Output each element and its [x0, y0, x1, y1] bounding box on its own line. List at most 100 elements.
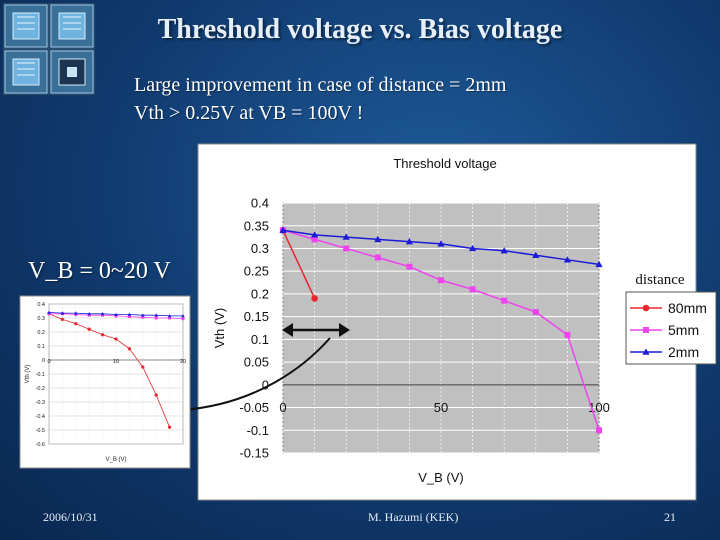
range-double-arrow-icon	[282, 323, 350, 337]
data-point	[154, 393, 158, 397]
y-tick-label: -0.1	[247, 423, 269, 438]
data-point	[438, 277, 444, 284]
data-point	[167, 425, 172, 429]
data-point	[154, 316, 158, 320]
y-tick-label: 0	[262, 377, 269, 392]
footer-author: M. Hazumi (KEK)	[368, 510, 459, 524]
x-tick-label: 0	[47, 359, 50, 365]
series-line-series-1	[49, 313, 184, 320]
data-point	[374, 235, 382, 243]
y-tick-label: 0.1	[251, 332, 269, 347]
legend-label-2mm: 2mm	[668, 344, 699, 360]
legend-marker-5mm	[643, 327, 649, 333]
data-point	[60, 317, 65, 322]
series-line-series-0	[48, 313, 170, 428]
y-tick-label: 0	[42, 358, 45, 364]
data-point	[405, 238, 413, 245]
y-tick-label: 0.15	[244, 309, 269, 324]
footer-date: 2006/10/31	[43, 510, 98, 524]
y-tick-label: 0.1	[37, 344, 45, 350]
data-point	[74, 321, 78, 326]
y-tick-label: -0.3	[36, 400, 45, 406]
series-line-series-2	[48, 312, 183, 317]
data-point	[60, 312, 64, 316]
data-point	[181, 314, 185, 318]
chip-logo-icon	[3, 3, 95, 95]
y-tick-label: -0.05	[239, 400, 269, 415]
data-point	[469, 286, 476, 293]
y-tick-label: -0.2	[36, 386, 45, 392]
data-point	[437, 240, 445, 247]
data-point	[279, 226, 287, 233]
y-tick-label: 0.2	[37, 330, 45, 336]
x-tick-label: 20	[180, 359, 186, 365]
data-point	[87, 312, 91, 316]
data-point	[141, 365, 145, 369]
legend-marker-2mm	[642, 348, 650, 355]
data-point	[100, 312, 105, 316]
main-y-axis-label: Vth (V)	[212, 308, 227, 348]
data-point	[127, 347, 132, 351]
zoom-pointer-arrow-icon	[173, 337, 331, 417]
data-point	[47, 310, 51, 314]
main-plot-area	[282, 202, 600, 454]
y-tick-label: 0.4	[251, 196, 269, 211]
y-tick-label: 0.35	[244, 218, 269, 233]
data-point	[280, 227, 286, 234]
y-tick-label: -0.5	[36, 428, 45, 434]
inset-y-axis-label: Vth (V)	[25, 365, 31, 384]
data-point	[127, 312, 132, 316]
data-point	[596, 427, 602, 434]
data-point	[87, 313, 91, 317]
y-tick-label: 0.4	[37, 302, 45, 308]
data-point	[343, 245, 350, 252]
data-point	[141, 315, 145, 319]
y-tick-label: 0.3	[37, 316, 45, 322]
bias-range-label: V_B = 0~20 V	[28, 258, 171, 284]
y-tick-label: -0.15	[239, 446, 269, 461]
legend-label-5mm: 5mm	[668, 322, 699, 338]
main-chart-background	[197, 143, 697, 501]
data-point	[87, 327, 91, 331]
subtitle-line-1: Large improvement in case of distance = …	[134, 74, 507, 96]
x-tick-label: 10	[113, 359, 119, 365]
y-tick-label: -0.4	[36, 414, 45, 420]
data-point	[406, 263, 413, 270]
data-point	[114, 314, 118, 318]
data-point	[532, 309, 539, 316]
y-tick-label: 0.05	[244, 355, 269, 370]
data-point	[60, 311, 65, 315]
y-tick-label: -0.1	[36, 372, 45, 378]
data-point	[100, 333, 105, 337]
data-point	[500, 247, 508, 254]
y-tick-label: 0.25	[244, 264, 269, 279]
series-line-2mm	[282, 229, 600, 266]
data-point	[74, 311, 78, 315]
data-point	[154, 313, 158, 317]
data-point	[311, 295, 318, 302]
data-point	[532, 251, 540, 258]
data-point	[342, 233, 350, 240]
data-point	[168, 316, 172, 320]
y-tick-label: 0.2	[251, 286, 269, 301]
data-point	[74, 313, 78, 316]
data-point	[311, 231, 319, 238]
subtitle-line-2: Vth > 0.25V at VB = 100V !	[134, 102, 364, 124]
data-point	[167, 314, 172, 318]
data-point	[374, 254, 381, 261]
data-point	[114, 312, 118, 316]
data-point	[595, 260, 603, 268]
data-point	[141, 313, 145, 317]
series-line-80mm	[282, 229, 316, 299]
inset-chart-background	[19, 295, 191, 469]
data-point	[311, 236, 318, 243]
inset-x-axis-label: V_B (V)	[105, 457, 126, 463]
y-tick-label: 0.3	[251, 241, 269, 256]
main-legend-box	[625, 291, 717, 365]
data-point	[47, 312, 51, 316]
slide-title: Threshold voltage vs. Bias voltage	[157, 14, 563, 45]
data-point	[501, 297, 508, 304]
data-point	[469, 244, 477, 252]
data-point	[114, 337, 118, 341]
data-point	[181, 317, 185, 321]
